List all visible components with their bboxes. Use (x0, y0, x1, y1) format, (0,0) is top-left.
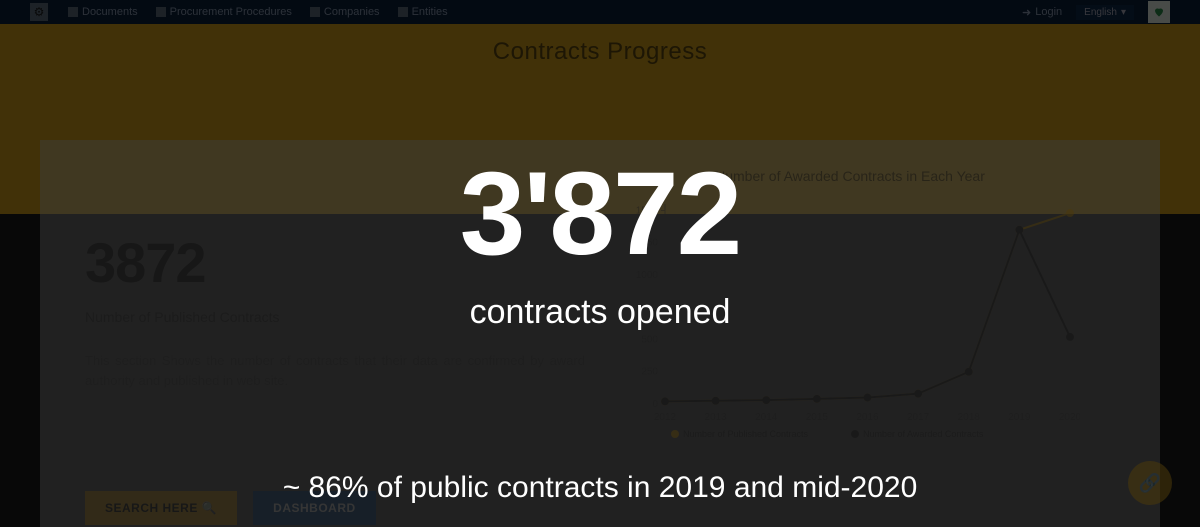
dark-overlay (0, 0, 1200, 527)
page-root: ⚙ Documents Procurement Procedures Compa… (0, 0, 1200, 527)
